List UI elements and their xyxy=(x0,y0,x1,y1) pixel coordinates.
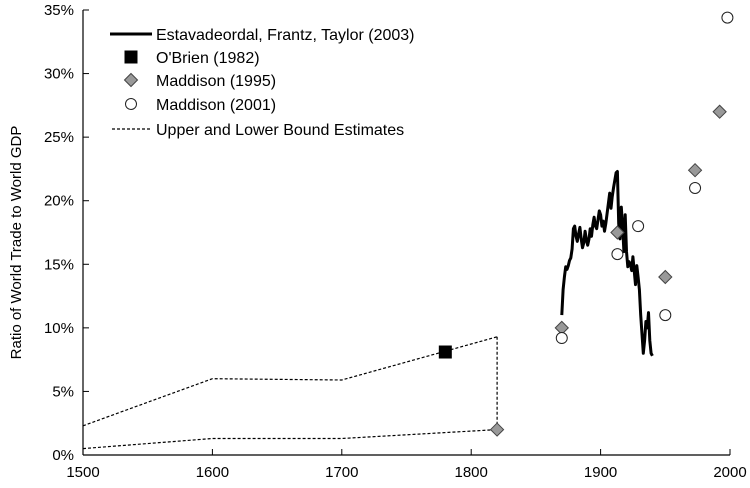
maddison-2001-point xyxy=(721,11,734,24)
y-tick-label: 35% xyxy=(44,2,74,19)
maddison-1995-point xyxy=(687,162,703,178)
legend-label: Maddison (1995) xyxy=(156,73,276,90)
x-tick-label: 1900 xyxy=(584,464,617,481)
maddison-1995-point xyxy=(610,225,625,240)
legend-swatch-diamond xyxy=(123,72,139,88)
maddison-2001-point xyxy=(689,182,702,194)
legend-label: O'Brien (1982) xyxy=(156,50,260,67)
y-tick-label: 5% xyxy=(52,383,74,400)
maddison-1995-point xyxy=(489,422,505,437)
legend-swatch-square xyxy=(124,50,138,64)
legend-label: Estavadeordal, Frantz, Taylor (2003) xyxy=(156,27,415,44)
x-tick-label: 2000 xyxy=(713,464,746,481)
legend-swatch-circle xyxy=(125,98,137,110)
plot-area: 0%5%10%15%20%25%30%35% 1500 1600 1700 1800 1… xyxy=(44,2,747,481)
obrien-1982-point xyxy=(438,345,452,359)
y-ticks: 0% 5% 10% 15% 20% 25% 30% 35% xyxy=(44,2,89,464)
maddison-2001-point xyxy=(555,332,568,345)
upper-bound-line xyxy=(82,336,498,427)
y-tick-label: 20% xyxy=(44,193,74,210)
maddison-2001-point xyxy=(611,248,624,261)
y-tick-label: 15% xyxy=(44,256,74,273)
x-tick-label: 1700 xyxy=(325,464,358,481)
maddison-2001-point xyxy=(632,220,645,233)
x-tick-label: 1800 xyxy=(455,464,488,481)
maddison-1995-point xyxy=(712,104,727,119)
x-tick-label: 1500 xyxy=(66,464,99,481)
x-tick-label: 1600 xyxy=(196,464,229,481)
maddison-2001-point xyxy=(659,309,672,322)
y-axis-label: Ratio of World Trade to World GDP xyxy=(8,126,25,360)
y-tick-label: 10% xyxy=(44,320,74,337)
eft-2003-line xyxy=(560,170,654,357)
legend-label: Upper and Lower Bound Estimates xyxy=(156,122,404,139)
y-tick-label: 30% xyxy=(44,66,74,83)
series-layer xyxy=(82,11,734,450)
legend: Estavadeordal, Frantz, Taylor (2003) O'Br… xyxy=(110,27,415,139)
legend-label: Maddison (2001) xyxy=(156,97,276,114)
y-tick-label: 0% xyxy=(52,447,74,464)
y-tick-label: 25% xyxy=(44,129,74,146)
lower-bound-line xyxy=(82,429,498,450)
maddison-1995-point xyxy=(658,269,673,285)
x-ticks: 1500 1600 1700 1800 1900 2000 xyxy=(66,449,747,481)
